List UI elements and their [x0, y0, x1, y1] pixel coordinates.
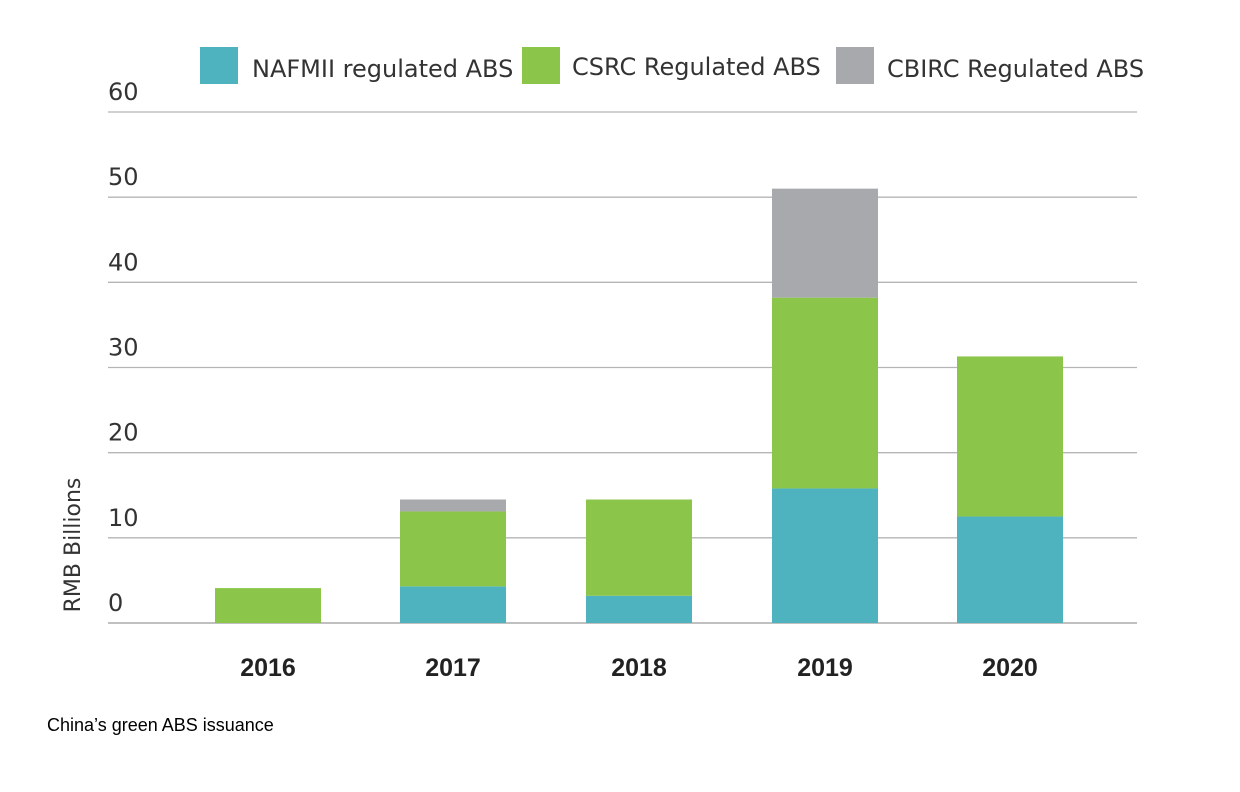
bar-segment	[957, 516, 1063, 623]
legend-label: CBIRC Regulated ABS	[887, 55, 1144, 83]
bar-segment	[586, 499, 692, 596]
x-tick-label: 2020	[982, 654, 1038, 682]
y-tick-label: 20	[108, 419, 139, 447]
bar-segment	[400, 499, 506, 512]
x-tick-label: 2019	[797, 654, 853, 682]
x-tick-label: 2017	[425, 654, 481, 682]
y-tick-label: 10	[108, 504, 139, 532]
bar-segment	[772, 297, 878, 489]
legend-label: CSRC Regulated ABS	[572, 53, 821, 81]
legend-swatch	[200, 47, 238, 84]
chart-caption: China’s green ABS issuance	[47, 715, 274, 735]
legend: NAFMII regulated ABS CSRC Regulated ABS CB…	[200, 47, 1144, 84]
y-tick-label: 0	[108, 589, 123, 617]
bar-segment	[957, 356, 1063, 517]
bars	[215, 188, 1063, 623]
gridlines	[108, 111, 1137, 624]
bar-segment	[586, 595, 692, 623]
bar-segment	[772, 488, 878, 623]
x-tick-label: 2018	[611, 654, 667, 682]
bar-segment	[215, 588, 321, 623]
legend-swatch	[522, 47, 560, 84]
legend-label: NAFMII regulated ABS	[252, 55, 513, 83]
legend-swatch	[836, 47, 874, 84]
y-tick-label: 40	[108, 248, 139, 276]
y-axis-ticks: 0 10 20 30 40 50 60	[108, 78, 139, 617]
bar-segment	[772, 188, 878, 298]
x-tick-label: 2016	[240, 654, 296, 682]
x-axis-ticks: 2016 2017 2018 2019 2020	[240, 654, 1038, 682]
y-tick-label: 50	[108, 163, 139, 191]
bar-segment	[400, 586, 506, 623]
bar-segment	[400, 511, 506, 587]
y-axis-label: RMB Billions	[61, 478, 86, 613]
y-tick-label: 30	[108, 334, 139, 362]
y-tick-label: 60	[108, 78, 139, 106]
